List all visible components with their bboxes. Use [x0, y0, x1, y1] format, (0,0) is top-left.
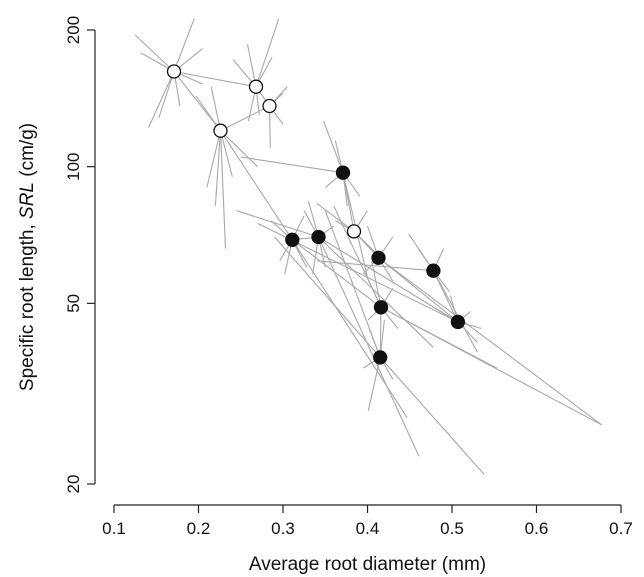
- spoke-line: [371, 260, 382, 308]
- filled-point: [450, 314, 466, 330]
- spoke-line: [210, 86, 222, 131]
- connector-line: [240, 156, 344, 174]
- y-axis-title-symbol: SRL: [17, 182, 38, 219]
- data-points: [166, 64, 466, 365]
- spoke-line: [158, 71, 175, 119]
- x-tick-label: 0.2: [187, 519, 211, 538]
- spoke-line: [219, 130, 227, 249]
- connector-line: [317, 236, 420, 457]
- connector-line: [378, 257, 459, 323]
- spoke-line: [246, 44, 257, 87]
- connector-line: [220, 105, 270, 132]
- connector-line: [316, 202, 355, 232]
- filled-point: [373, 300, 389, 315]
- spoke-line: [173, 18, 195, 72]
- x-tick-label: 0.7: [609, 519, 633, 538]
- connector-line: [173, 70, 257, 88]
- connector-line: [378, 257, 602, 426]
- open-point: [262, 98, 277, 114]
- connector-line: [380, 306, 498, 369]
- x-tick-label: 0.1: [102, 519, 126, 538]
- spoke-line: [219, 130, 233, 177]
- x-tick-label: 0.4: [356, 519, 380, 538]
- connector-line: [318, 236, 434, 348]
- open-point: [248, 79, 264, 94]
- spoke-line: [220, 130, 259, 168]
- connector-line: [274, 236, 381, 358]
- connector-line: [316, 260, 434, 272]
- axes: [94, 30, 621, 506]
- connector-line: [173, 71, 221, 132]
- filled-point: [285, 232, 300, 247]
- y-tick-label: 50: [64, 294, 83, 313]
- y-tick-label: 200: [64, 16, 83, 44]
- y-axis-ticks: 20 50 100 200: [64, 16, 95, 494]
- spoke-line: [148, 71, 175, 128]
- y-axis-title: Specific root length, SRL (cm/g): [17, 123, 38, 391]
- spoke-line: [255, 18, 280, 87]
- y-tick-label: 20: [64, 475, 83, 494]
- connector-line: [220, 130, 293, 241]
- spoke-line: [323, 120, 344, 173]
- y-axis-title-prefix: Specific root length,: [17, 219, 38, 391]
- x-axis-title: Average root diameter (mm): [249, 554, 486, 575]
- filled-point: [335, 165, 351, 180]
- connector-line: [379, 307, 382, 358]
- y-axis-title-unit: (cm/g): [17, 123, 38, 182]
- filled-point: [371, 250, 386, 265]
- open-point: [166, 64, 182, 79]
- spoke-line: [206, 130, 222, 188]
- spoke-lines: [134, 18, 482, 411]
- filled-point: [373, 350, 388, 365]
- x-tick-label: 0.5: [440, 519, 464, 538]
- connector-line: [236, 210, 319, 238]
- spoke-line: [214, 130, 222, 206]
- x-tick-label: 0.6: [525, 519, 549, 538]
- connector-line: [379, 357, 485, 475]
- open-point: [346, 224, 362, 239]
- open-point: [213, 123, 228, 138]
- filled-point: [311, 229, 326, 245]
- connector-line: [291, 239, 382, 308]
- x-axis-ticks: 0.1 0.2 0.3 0.4 0.5 0.6 0.7: [102, 505, 633, 538]
- filled-point: [426, 263, 441, 278]
- connector-lines: [173, 70, 602, 475]
- x-tick-label: 0.3: [271, 519, 295, 538]
- y-tick-label: 100: [64, 152, 83, 180]
- spoke-line: [134, 34, 175, 72]
- spoke-line: [367, 357, 381, 411]
